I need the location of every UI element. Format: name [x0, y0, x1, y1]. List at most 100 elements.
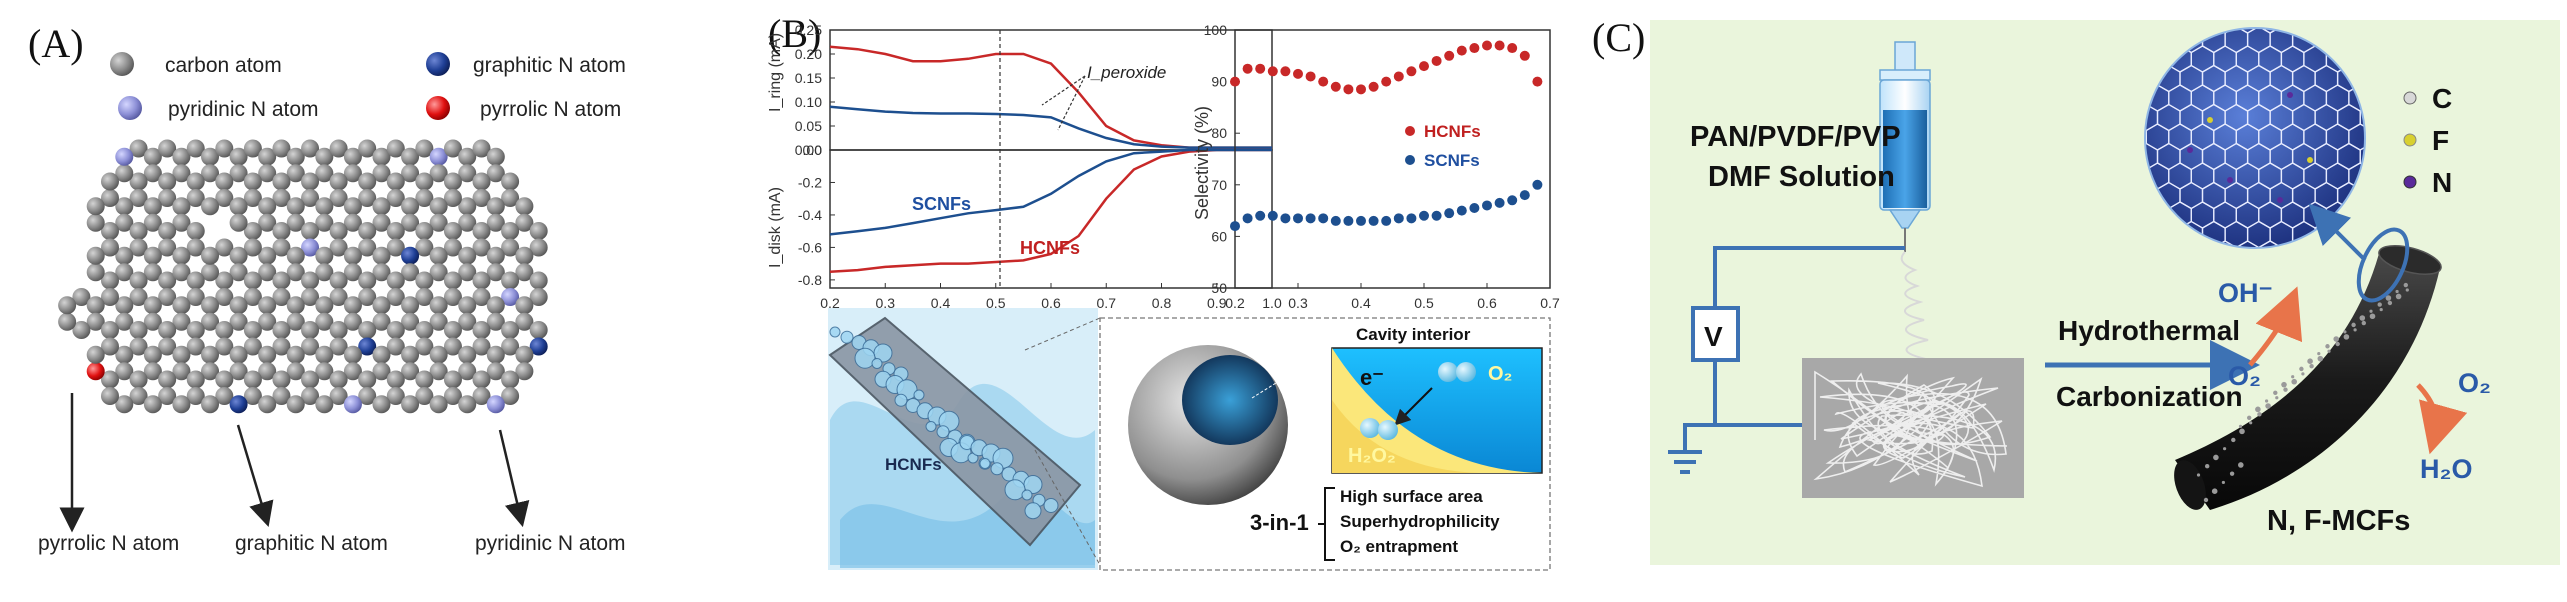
fiber-pore [2353, 328, 2357, 332]
sel-xtick-label: 0.4 [1351, 295, 1371, 311]
disk-line-hcnfs [829, 148, 1272, 274]
carbon-atom [486, 312, 505, 331]
carbon-atom [458, 296, 477, 315]
carbon-atom [143, 213, 162, 232]
carbon-atom [101, 238, 119, 257]
fiber-mat [1813, 370, 2008, 488]
sel-ytick-label: 90 [1211, 74, 1227, 90]
carbon-atom [186, 222, 205, 240]
pyridinic-n-atom [501, 288, 520, 306]
carbon-atom [158, 172, 177, 191]
sel-point-scnfs [1419, 210, 1429, 221]
sel-xtick-label: 0.2 [1225, 295, 1245, 311]
carbon-atom [415, 271, 434, 290]
carbon-atom [329, 238, 348, 257]
carbon-atom [501, 172, 520, 191]
carbon-atom [101, 172, 119, 191]
fiber-pore [2387, 300, 2393, 306]
sel-point-hcnfs [1507, 43, 1518, 54]
carbon-atom [429, 246, 448, 265]
carbon-atom [429, 296, 448, 315]
carbon-atom [486, 362, 505, 381]
lens-dopant-atom [2207, 117, 2213, 123]
pyridinic-n-atom [343, 395, 362, 414]
sel-point-scnfs [1318, 213, 1329, 224]
carbon-atom [529, 238, 548, 257]
carbon-atom [129, 288, 148, 306]
disk-ytick-label: 0.0 [803, 142, 823, 158]
graphitic-n-atom [358, 337, 377, 356]
panel-b-figure: 0.25 0.20 0.15 0.10 0.05 0.00 I_ring (mA) I_p… [767, 22, 1560, 571]
ring-ytick-label: 0.10 [795, 94, 822, 110]
carbon-atom [129, 387, 148, 405]
carbon-atom [229, 197, 248, 216]
carbon-atom [372, 213, 391, 232]
carbon-atom [372, 345, 391, 364]
carbon-atom [258, 246, 277, 265]
carbon-atom [172, 263, 191, 282]
carbon-atom [372, 362, 391, 381]
sel-xtick-label: 0.6 [1477, 295, 1497, 311]
graphitic-n-atom [529, 337, 548, 356]
carbon-atom [115, 213, 134, 232]
sel-point-scnfs [1507, 195, 1518, 206]
carbon-atom [343, 296, 362, 315]
selectivity-legend-hcnf: HCNFs [1424, 122, 1481, 141]
carbon-atom [201, 312, 220, 331]
sel-point-scnfs [1406, 213, 1417, 224]
carbon-atom [429, 395, 448, 414]
fiber-pore [2211, 488, 2218, 495]
pyridinic-n-atom [429, 147, 448, 166]
carbon-atom [315, 263, 334, 282]
carbon-atom [429, 213, 448, 232]
sel-point-scnfs [1431, 210, 1442, 221]
legend-f-dot [2403, 133, 2417, 147]
ring-chart: 0.25 0.20 0.15 0.10 0.05 0.00 I_ring (mA) I_p… [767, 22, 1273, 158]
carbon-atom [229, 147, 248, 166]
syringe-liquid [1883, 110, 1927, 208]
carbon-atom [286, 197, 305, 216]
sel-point-scnfs [1532, 179, 1543, 190]
fiber-pore [854, 347, 876, 369]
carbon-atom [486, 147, 505, 166]
fiber-pore [2309, 364, 2314, 369]
carbon-atom [115, 164, 134, 183]
carbon-atom [172, 246, 191, 265]
carbon-atom [301, 172, 320, 191]
carbon-atom [501, 271, 520, 290]
carbon-atom [472, 387, 491, 405]
carbon-atom [429, 345, 448, 364]
carbon-atom [443, 139, 462, 158]
carbon-atom [386, 321, 405, 339]
sel-point-hcnfs [1532, 76, 1543, 87]
carbon-atom [158, 337, 177, 356]
fiber-pore [2395, 289, 2399, 294]
carbon-atom [258, 296, 277, 315]
carbon-atom [429, 197, 448, 216]
fiber-pore [2249, 421, 2253, 425]
legend-n-label: N [2432, 167, 2452, 198]
carbon-atom [472, 271, 491, 290]
carbon-atom [301, 321, 320, 339]
carbon-atom [101, 337, 119, 356]
ring-ytick-label: 0.20 [795, 46, 822, 62]
voltmeter-box [1691, 306, 1740, 362]
fiber-pore [979, 458, 991, 469]
fiber-pore [2385, 295, 2392, 301]
carbon-atom [329, 172, 348, 191]
carbon-atom [129, 370, 148, 389]
carbon-atom [458, 246, 477, 265]
sel-point-scnfs [1368, 215, 1379, 226]
carbon-atom [258, 197, 277, 216]
fiber-pore [840, 330, 854, 344]
carbon-atom [129, 238, 148, 257]
carbon-atom [186, 387, 205, 405]
fiber-pore [2205, 464, 2210, 469]
fiber-pore [2325, 344, 2330, 349]
carbon-atom [72, 288, 91, 306]
oh-arrow [2248, 286, 2303, 367]
sel-point-hcnfs [1267, 66, 1278, 77]
syringe-plunger-head [1879, 69, 1931, 81]
carbon-atom [243, 271, 262, 290]
legend-carbon-label: carbon atom [165, 54, 282, 77]
